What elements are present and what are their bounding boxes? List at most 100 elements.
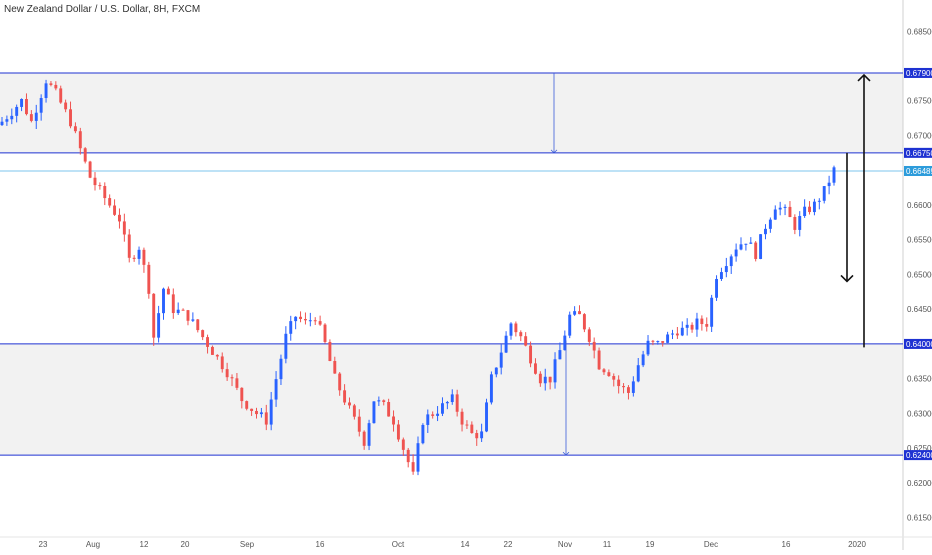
- level-badge-0: [904, 67, 932, 78]
- level-badge-3: [904, 450, 932, 461]
- candle-body: [436, 413, 440, 416]
- candle-body: [362, 431, 366, 446]
- candle-body: [421, 424, 425, 444]
- candle-body: [626, 387, 630, 393]
- candle-body: [69, 109, 72, 127]
- candle-body: [127, 234, 131, 258]
- candle-body: [543, 376, 547, 384]
- candle-body: [470, 424, 474, 434]
- candle-body: [352, 405, 356, 417]
- candle-body: [808, 206, 811, 213]
- candle-body: [778, 207, 782, 210]
- candle-body: [715, 278, 719, 298]
- candle-body: [793, 217, 797, 230]
- candle-body: [592, 341, 596, 351]
- candle-body: [646, 340, 650, 355]
- candle-body: [387, 402, 391, 417]
- candle-body: [240, 387, 244, 402]
- candle-body: [631, 381, 635, 393]
- candle-body: [392, 416, 395, 425]
- candle-body: [196, 319, 200, 331]
- candle-body: [759, 234, 763, 259]
- candle-body: [509, 323, 513, 336]
- candle-body: [548, 376, 552, 383]
- candle-body: [142, 249, 146, 265]
- candle-body: [220, 356, 224, 370]
- candle-body: [357, 416, 361, 432]
- candle-body: [93, 177, 97, 186]
- x-tick-label: 16: [316, 540, 325, 549]
- candle-body: [431, 414, 435, 416]
- candle-body: [558, 350, 562, 360]
- candle-body: [308, 320, 312, 322]
- candle-body: [113, 205, 117, 215]
- candle-body: [485, 402, 488, 432]
- arrow-down-small-2-head: [562, 451, 570, 456]
- candle-body: [176, 309, 180, 314]
- last-price-badge: [904, 165, 932, 176]
- candle-body: [245, 401, 249, 409]
- candle-body: [441, 403, 444, 414]
- candle-body: [303, 318, 307, 321]
- candle-body: [299, 316, 303, 319]
- candle-body: [132, 257, 136, 259]
- candle-body: [504, 335, 508, 353]
- candle-body: [372, 401, 376, 424]
- chart-title: New Zealand Dollar / U.S. Dollar, 8H, FX…: [4, 4, 201, 15]
- arrow-down-large-head: [840, 274, 854, 283]
- arrow-down-small-1-head: [550, 149, 558, 154]
- candle-body: [117, 214, 121, 222]
- candle-body: [162, 288, 165, 314]
- candle-body: [675, 333, 679, 336]
- candle-body: [656, 341, 660, 343]
- candle-body: [445, 402, 449, 404]
- candle-body: [255, 410, 258, 415]
- candle-body: [538, 373, 542, 384]
- candle-body: [137, 249, 141, 259]
- candle-body: [744, 243, 748, 245]
- last-price-label: 0.66489: [906, 167, 932, 176]
- candle-body: [88, 161, 92, 178]
- candle-body: [39, 98, 43, 113]
- candle-body: [147, 264, 151, 294]
- candle-body: [455, 394, 459, 412]
- candle-body: [201, 330, 205, 338]
- x-tick-label: 16: [782, 540, 791, 549]
- candle-body: [269, 399, 273, 425]
- candle-body: [587, 329, 591, 342]
- candle-body: [406, 449, 410, 463]
- candle-body: [416, 443, 420, 472]
- candle-body: [578, 311, 581, 315]
- candle-body: [294, 316, 298, 322]
- x-tick-label: 2020: [848, 540, 866, 549]
- candle-body: [803, 206, 807, 216]
- level-badge-2: [904, 338, 932, 349]
- candle-body: [279, 358, 283, 380]
- candle-body: [83, 148, 87, 162]
- x-tick-label: 11: [603, 540, 612, 549]
- candle-body: [641, 354, 645, 366]
- candle-body: [754, 242, 758, 259]
- candle-body: [666, 334, 670, 343]
- candle-body: [274, 379, 278, 400]
- candle-body: [323, 324, 327, 342]
- candle-body: [465, 424, 469, 426]
- candle-body: [524, 336, 528, 346]
- candle-body: [250, 408, 254, 411]
- candle-body: [225, 369, 229, 378]
- candle-body: [98, 185, 102, 187]
- level-badge-1: [904, 147, 932, 158]
- candle-body: [206, 337, 210, 347]
- candle-body: [514, 323, 518, 333]
